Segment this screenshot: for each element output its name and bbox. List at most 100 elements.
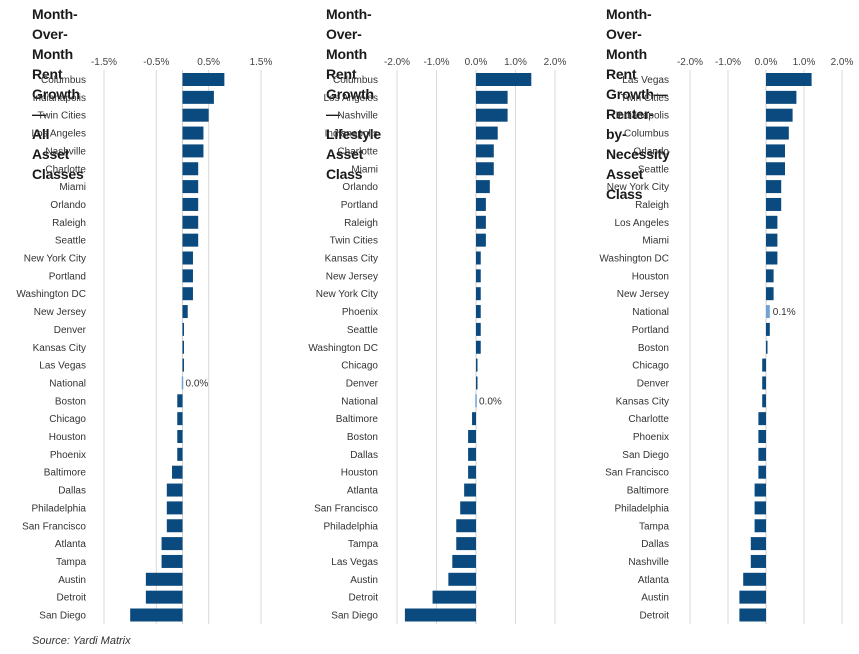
renter-by-necessity-category-label: New York City bbox=[607, 182, 669, 193]
renter-by-necessity-category-label: Denver bbox=[637, 378, 670, 389]
lifestyle-category-label: Austin bbox=[350, 575, 378, 586]
renter-by-necessity-bar bbox=[750, 554, 766, 568]
all-asset-classes-bar bbox=[177, 412, 183, 426]
renter-by-necessity-bar bbox=[754, 483, 766, 497]
all-asset-classes-bar bbox=[182, 197, 199, 211]
renter-by-necessity-tick-label: -1.0% bbox=[715, 57, 741, 68]
all-asset-classes-category-label: Phoenix bbox=[50, 450, 86, 461]
renter-by-necessity-category-label: National bbox=[632, 307, 669, 318]
renter-by-necessity-bar bbox=[766, 90, 797, 104]
all-asset-classes-bar bbox=[182, 180, 199, 194]
renter-by-necessity-tick-label: -2.0% bbox=[677, 57, 703, 68]
renter-by-necessity-bar bbox=[766, 215, 778, 229]
all-asset-classes-category-label: Tampa bbox=[56, 557, 86, 568]
all-asset-classes-national-value-label: 0.0% bbox=[186, 378, 209, 389]
renter-by-necessity-category-label: Indianapolis bbox=[616, 111, 669, 122]
lifestyle-bar bbox=[476, 376, 478, 390]
renter-by-necessity-bar bbox=[766, 126, 789, 140]
all-asset-classes-category-label: Washington DC bbox=[16, 289, 86, 300]
lifestyle-bar bbox=[476, 162, 494, 176]
lifestyle-bar bbox=[476, 269, 481, 283]
all-asset-classes-category-label: Charlotte bbox=[45, 164, 86, 175]
all-asset-classes-category-label: New York City bbox=[24, 254, 86, 265]
lifestyle-category-label: Columbus bbox=[333, 75, 378, 86]
renter-by-necessity-category-label: Nashville bbox=[628, 557, 669, 568]
lifestyle-bar bbox=[476, 358, 478, 372]
all-asset-classes-bar bbox=[182, 233, 199, 247]
lifestyle-bar bbox=[476, 126, 498, 140]
lifestyle-bar bbox=[468, 447, 476, 461]
renter-by-necessity-category-label: New Jersey bbox=[617, 289, 669, 300]
all-asset-classes-bar bbox=[181, 376, 184, 390]
renter-by-necessity-bar bbox=[762, 358, 766, 372]
lifestyle-category-label: Raleigh bbox=[344, 218, 378, 229]
all-asset-classes-category-label: Los Angeles bbox=[32, 129, 87, 140]
lifestyle-bar bbox=[456, 519, 476, 533]
renter-by-necessity-category-label: Columbus bbox=[624, 129, 669, 140]
renter-by-necessity-category-label: San Diego bbox=[622, 450, 669, 461]
all-asset-classes-category-label: Denver bbox=[54, 325, 87, 336]
lifestyle-category-label: Seattle bbox=[347, 325, 379, 336]
lifestyle-tick-label: -1.0% bbox=[423, 57, 449, 68]
all-asset-classes-bar bbox=[182, 144, 204, 158]
renter-by-necessity-bar bbox=[754, 501, 766, 515]
all-asset-classes-bar bbox=[161, 537, 183, 551]
lifestyle-category-label: Kansas City bbox=[325, 254, 378, 265]
all-asset-classes-category-label: Twin Cities bbox=[38, 111, 86, 122]
lifestyle-bar bbox=[475, 394, 477, 408]
all-asset-classes-category-label: Atlanta bbox=[55, 539, 87, 550]
lifestyle-bar bbox=[476, 144, 494, 158]
all-asset-classes-tick-label: 1.5% bbox=[250, 57, 273, 68]
lifestyle-category-label: Dallas bbox=[350, 450, 378, 461]
renter-by-necessity-bar bbox=[766, 305, 770, 319]
all-asset-classes-category-label: Austin bbox=[58, 575, 86, 586]
renter-by-necessity-category-label: Miami bbox=[642, 236, 669, 247]
renter-by-necessity-category-label: Detroit bbox=[640, 611, 670, 622]
lifestyle-category-label: Miami bbox=[351, 164, 378, 175]
lifestyle-category-label: Philadelphia bbox=[324, 521, 379, 532]
renter-by-necessity-bar bbox=[758, 430, 766, 443]
all-asset-classes-bar bbox=[145, 590, 183, 604]
all-asset-classes-tick-label: -1.5% bbox=[91, 57, 117, 68]
all-asset-classes-bar bbox=[182, 215, 199, 229]
renter-by-necessity-category-label: Atlanta bbox=[638, 575, 670, 586]
renter-by-necessity-bar bbox=[754, 519, 766, 533]
all-asset-classes-bar bbox=[145, 572, 183, 586]
renter-by-necessity-category-label: Las Vegas bbox=[622, 75, 669, 86]
lifestyle-national-value-label: 0.0% bbox=[479, 396, 502, 407]
lifestyle-bar bbox=[476, 322, 481, 336]
all-asset-classes-category-label: Philadelphia bbox=[32, 503, 87, 514]
lifestyle-tick-label: 0.0% bbox=[465, 57, 488, 68]
renter-by-necessity-bar bbox=[750, 537, 766, 551]
chart-title-renter-by-necessity: Month-Over-Month Rent Growth— Renter-by-… bbox=[606, 6, 670, 202]
renter-by-necessity-category-label: Baltimore bbox=[627, 486, 670, 497]
all-asset-classes-bar bbox=[172, 465, 183, 479]
lifestyle-category-label: Los Angeles bbox=[324, 93, 379, 104]
all-asset-classes-bar bbox=[182, 305, 188, 319]
renter-by-necessity-category-label: Phoenix bbox=[633, 432, 669, 443]
lifestyle-category-label: New York City bbox=[316, 289, 378, 300]
renter-by-necessity-bar bbox=[758, 412, 766, 426]
renter-by-necessity-bar bbox=[766, 180, 782, 194]
lifestyle-bar bbox=[464, 483, 476, 497]
all-asset-classes-bar bbox=[182, 340, 184, 354]
lifestyle-category-label: Phoenix bbox=[342, 307, 378, 318]
all-asset-classes-bar bbox=[182, 126, 204, 140]
lifestyle-category-label: Boston bbox=[347, 432, 378, 443]
lifestyle-bar bbox=[476, 90, 508, 104]
lifestyle-category-label: Chicago bbox=[341, 361, 378, 372]
renter-by-necessity-bar bbox=[766, 197, 782, 211]
lifestyle-category-label: Baltimore bbox=[336, 414, 379, 425]
all-asset-classes-category-label: Las Vegas bbox=[39, 361, 86, 372]
renter-by-necessity-category-label: Chicago bbox=[632, 361, 669, 372]
lifestyle-bar bbox=[460, 501, 476, 515]
lifestyle-category-label: Denver bbox=[346, 378, 379, 389]
all-asset-classes-bar bbox=[177, 394, 183, 408]
all-asset-classes-category-label: Baltimore bbox=[44, 468, 87, 479]
lifestyle-bar bbox=[468, 430, 476, 443]
all-asset-classes-category-label: Nashville bbox=[45, 146, 86, 157]
lifestyle-bar bbox=[476, 108, 508, 122]
all-asset-classes-bar bbox=[166, 483, 183, 497]
lifestyle-category-label: Indianapolis bbox=[325, 129, 378, 140]
lifestyle-bar bbox=[448, 572, 476, 586]
